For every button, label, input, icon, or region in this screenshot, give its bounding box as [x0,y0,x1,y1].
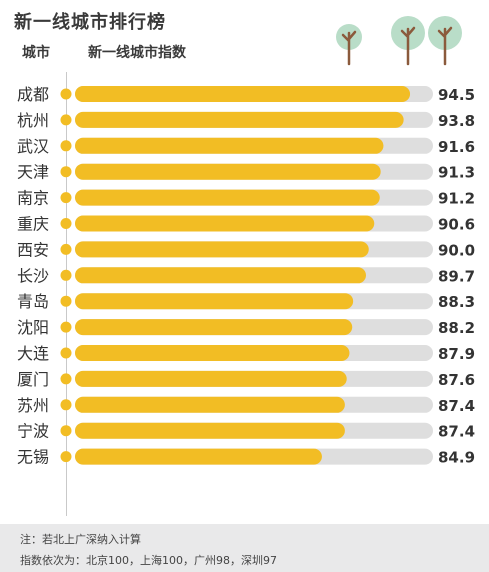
bar [75,370,347,387]
value-label: 94.5 [438,86,475,104]
bar [75,267,366,284]
category-label: 天津 [17,163,49,182]
column-header-index: 新一线城市指数 [88,45,186,61]
axis-dot [60,88,72,100]
category-label: 西安 [17,240,49,259]
category-label: 杭州 [17,111,49,130]
footer-note-box [0,524,489,572]
axis-dot [60,218,72,229]
value-label: 84.9 [438,449,475,467]
category-label: 沈阳 [17,318,49,337]
axis-line [66,72,67,516]
bar [75,163,381,180]
chart-title: 新一线城市排行榜 [14,12,166,33]
value-label: 91.3 [438,164,475,182]
category-label: 苏州 [17,396,49,415]
category-label: 长沙 [17,266,49,285]
value-label: 88.3 [438,293,475,311]
axis-dot [60,243,72,255]
bar [75,448,322,465]
bar [75,241,369,258]
bar [75,293,354,310]
axis-dot [60,425,72,437]
footer-note-line-1: 注：若北上广深纳入计算 [20,533,141,546]
value-label: 90.0 [438,241,475,259]
bar [75,111,404,128]
category-label: 宁波 [17,422,49,441]
category-label: 成都 [17,85,49,104]
tree-icon [391,16,425,66]
bar-chart: 成都 94.5 杭州 93.8 武汉 91.6 天津 91.3 南京 91.2 重庆 90.6 西安 90… [17,85,475,467]
bar [75,345,350,361]
column-header-city: 城市 [22,45,50,61]
category-label: 武汉 [17,137,49,156]
value-label: 90.6 [438,216,475,234]
tree-icon [336,24,362,66]
axis-dot [60,269,72,281]
value-label: 93.8 [438,112,475,130]
axis-dot [60,295,72,307]
bar [75,319,353,336]
bar [75,86,411,102]
bar [75,137,384,154]
value-label: 91.6 [438,138,475,156]
axis-dot [60,373,72,385]
axis-dot [60,399,72,411]
axis-dot [60,347,72,359]
value-label: 88.2 [438,319,475,337]
value-label: 87.9 [438,345,475,363]
axis-dot [60,140,72,152]
value-label: 91.2 [438,190,475,208]
axis-dot [60,114,72,126]
axis-dot [60,451,72,463]
bar [75,422,345,439]
bar [75,396,345,413]
footer-note-line-2: 指数依次为：北京100，上海100，广州98，深圳97 [20,554,277,567]
category-label: 青岛 [17,292,49,311]
bar [75,189,380,206]
value-label: 87.4 [438,423,475,441]
category-label: 南京 [17,189,49,208]
category-label: 重庆 [17,215,49,234]
axis-dot [60,321,72,333]
value-label: 87.4 [438,397,475,415]
value-label: 87.6 [438,371,475,389]
axis-dot [60,166,72,178]
category-label: 厦门 [17,370,49,389]
tree-icon [428,16,462,66]
axis-dot [60,192,72,204]
bar [75,215,375,232]
category-label: 无锡 [17,448,49,467]
tree-decorations [336,16,462,66]
category-label: 大连 [17,344,49,363]
value-label: 89.7 [438,267,475,285]
